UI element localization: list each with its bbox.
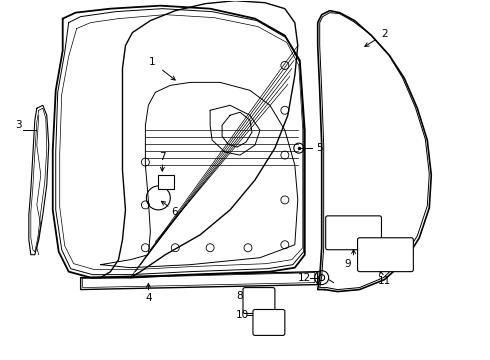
Text: 3: 3 (16, 120, 22, 130)
Text: 10: 10 (236, 310, 248, 320)
Text: 11: 11 (378, 276, 391, 285)
Text: 2: 2 (381, 28, 388, 39)
Bar (158, 175, 174, 189)
Text: 12: 12 (298, 273, 311, 283)
Text: 9: 9 (344, 259, 351, 269)
FancyBboxPatch shape (326, 216, 382, 250)
FancyBboxPatch shape (253, 310, 285, 336)
Text: 6: 6 (171, 207, 177, 217)
Text: 1: 1 (149, 58, 156, 67)
Text: 7: 7 (159, 152, 166, 162)
FancyBboxPatch shape (243, 288, 275, 314)
Text: 5: 5 (316, 143, 322, 153)
Text: 4: 4 (145, 293, 152, 302)
Text: 8: 8 (237, 291, 244, 301)
FancyBboxPatch shape (358, 238, 414, 272)
